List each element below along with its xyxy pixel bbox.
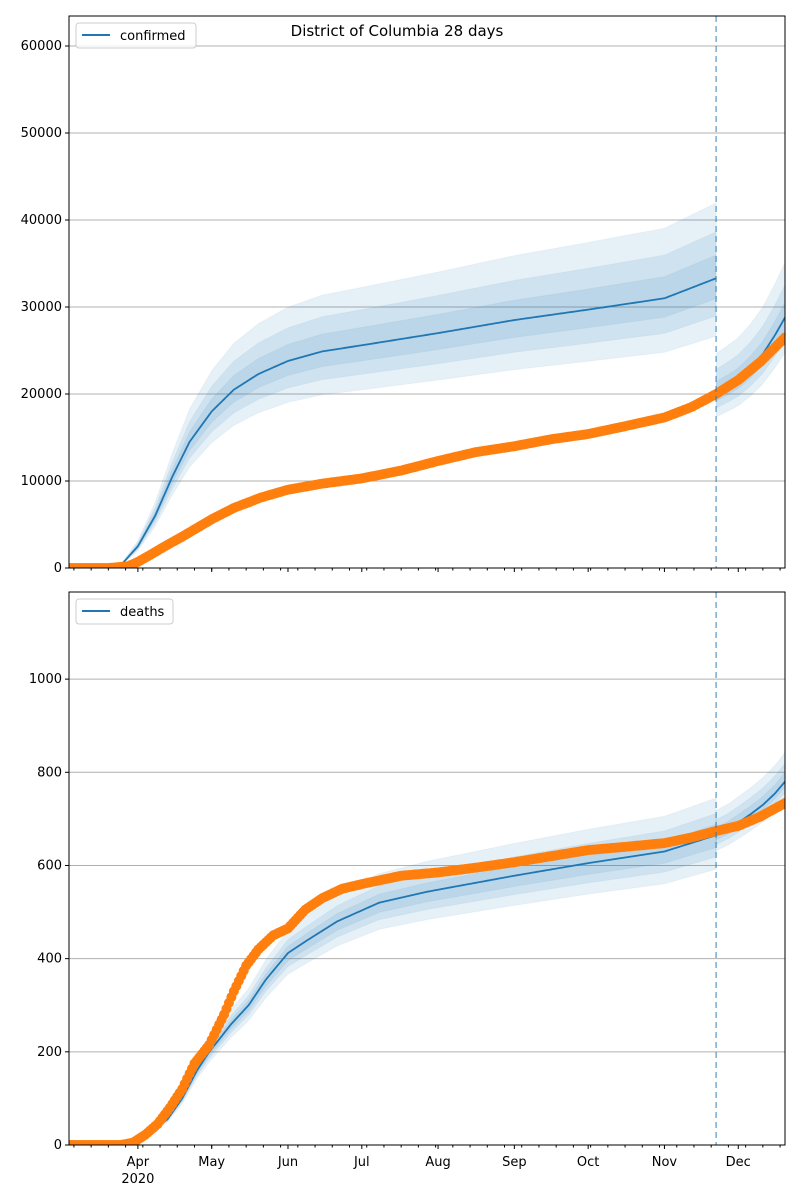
x-tick-label: Dec [726,1155,751,1170]
y-tick-label: 800 [37,765,62,780]
legend-box [75,598,174,625]
model-band-1 [108,231,717,568]
y-tick-label: 20000 [21,387,62,402]
x-tick-label: Nov [652,1155,678,1170]
y-tick-label: 10000 [21,474,62,489]
y-tick-label: 1000 [29,672,62,687]
x-tick-label: Aug [425,1155,450,1170]
observed-point [780,332,785,343]
x-tick-label: May [198,1155,225,1170]
plot-area [69,751,785,1145]
y-tick-label: 600 [37,858,62,873]
y-tick-label: 400 [37,952,62,967]
y-tick-label: 200 [37,1045,62,1060]
model-median-line [108,277,717,568]
y-tick-label: 60000 [21,39,62,54]
legend: deaths [75,598,174,625]
legend-label: deaths [120,605,165,620]
x-tick-label: Jul [353,1155,370,1170]
y-tick-label: 40000 [21,213,62,228]
observed-point [780,798,785,809]
x-tick-sublabel: 2020 [121,1172,154,1187]
legend: confirmed [75,22,197,49]
deaths-panel: 0 200 400 600 800 1000 Apr 2020 May Jun Jul Aug Sep O… [29,591,786,1187]
axes-frame [68,591,786,1146]
x-tick-label: Apr [127,1155,150,1170]
x-tick-label: Oct [577,1155,599,1170]
legend-label: confirmed [120,29,186,44]
axes-frame [68,15,786,569]
x-tick-label: Jun [277,1155,298,1170]
chart-title: District of Columbia 28 days [291,22,504,40]
legend-box [75,22,197,49]
model-band-0 [108,202,717,568]
y-tick-label: 50000 [21,126,62,141]
y-tick-label: 30000 [21,300,62,315]
confirmed-panel: 0 10000 20000 30000 40000 50000 60000 confirmed… [21,15,786,576]
forecast-band-2 [715,302,785,402]
x-tick-label: Sep [502,1155,527,1170]
plot-area [69,202,785,568]
y-tick-label: 0 [54,1138,62,1153]
y-tick-label: 0 [54,561,62,576]
